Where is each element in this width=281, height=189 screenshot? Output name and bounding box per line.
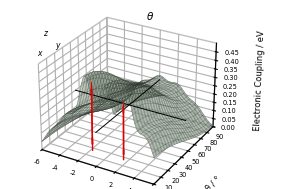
Text: z: z [43,29,47,38]
Text: $\theta$: $\theta$ [146,10,155,22]
Text: y: y [55,41,60,50]
Y-axis label: θ / °: θ / ° [204,174,223,189]
Text: x: x [37,49,42,58]
